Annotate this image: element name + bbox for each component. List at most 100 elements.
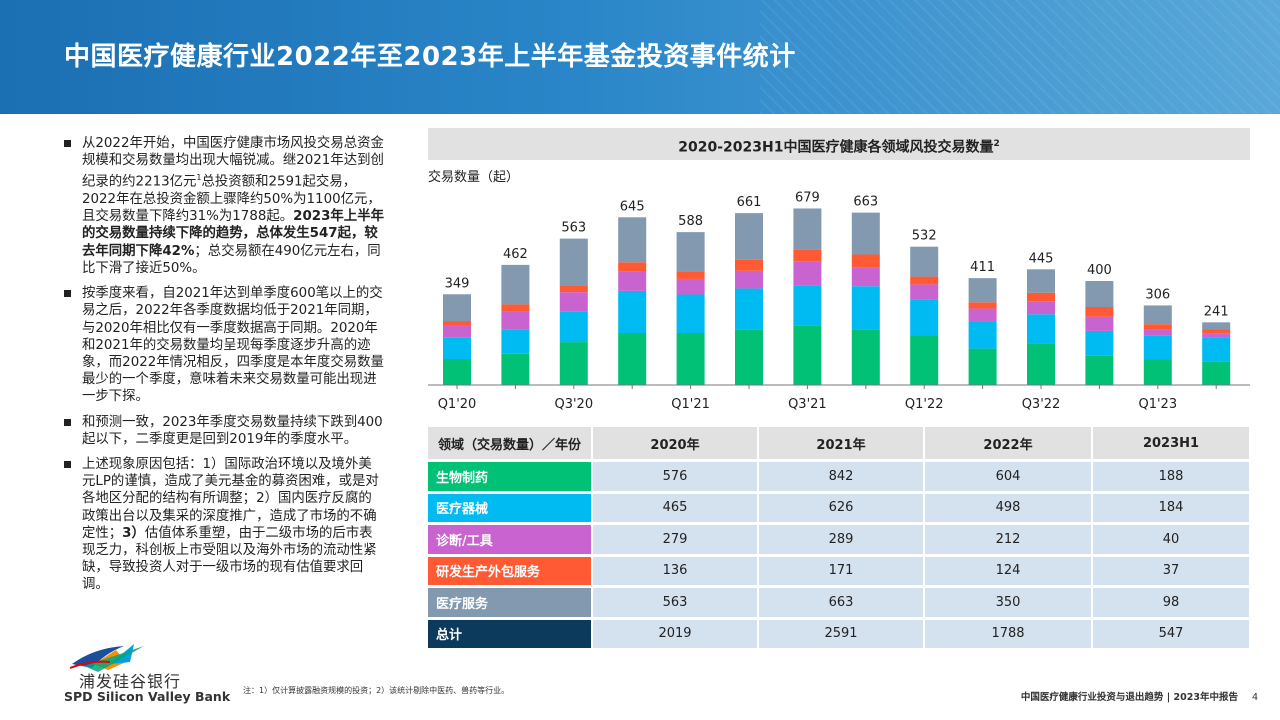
chart-title-text: 2020-2023H1中国医疗健康各领域风投交易数量 [678, 139, 994, 156]
bar-segment [735, 329, 763, 385]
table-row: 生物制药 576 842 604 188 [428, 460, 1251, 494]
bullet-item: 按季度来看，自2021年达到单季度600笔以上的交易之后，2022年各季度数据均… [62, 285, 384, 405]
bar-segment [676, 271, 705, 279]
bullet-text: 总投资额和2591起交易，2022年在总投资金额上骤降约50%为1100亿元，且… [82, 174, 381, 225]
bar-segment [501, 264, 530, 305]
bar-segment [559, 342, 588, 385]
table-cell: 40 [1092, 523, 1251, 557]
table-cell: 465 [592, 492, 759, 525]
bar-segment [443, 294, 471, 322]
bullet-marker [64, 460, 71, 468]
bar-segment [851, 267, 880, 287]
bullet-list: 从2022年开始，中国医疗健康市场风投交易总资金规模和交易数量均出现大幅锐减。继… [62, 135, 384, 602]
table-cell: 184 [1092, 492, 1251, 525]
bar-segment [968, 278, 997, 303]
bar-segment [1202, 361, 1231, 385]
header-texture [760, 0, 1280, 114]
total-label: 645 [620, 199, 645, 214]
bar-segment [735, 270, 763, 289]
table-row: 研发生产外包服务 136 171 124 37 [428, 555, 1251, 588]
total-label: 679 [795, 190, 820, 205]
bullet-text-bold: 2023年上半年的交易数量持续下降的趋势，总体发生547起，较去年同期下降42% [82, 209, 384, 259]
bar-segment [559, 238, 588, 286]
bar-segment [793, 325, 822, 385]
bar-segment [1202, 337, 1231, 362]
bar-segment [443, 359, 471, 385]
data-table: 领域（交易数量）／年份 2020年 2021年 2022年 2023H1 生物制药 576… [428, 427, 1251, 651]
table-cell: 498 [924, 492, 1093, 525]
x-tick-label: Q1'20 [438, 397, 477, 412]
total-label: 411 [970, 260, 995, 275]
bar-segment [1143, 359, 1172, 385]
page-title: 中国医疗健康行业2022年至2023年上半年基金投资事件统计 [64, 42, 796, 72]
bar-segment [1085, 281, 1114, 307]
bar-segment [1143, 329, 1172, 336]
bar-segment [618, 262, 647, 272]
table-cell: 171 [758, 555, 925, 588]
bar-segment [501, 311, 530, 330]
total-label: 563 [561, 221, 586, 236]
total-label: 663 [853, 195, 878, 210]
bar-segment [910, 335, 939, 385]
chart-title: 2020-2023H1中国医疗健康各领域风投交易数量2 [428, 128, 1250, 160]
bar-segment [676, 294, 705, 333]
bar-segment [1143, 324, 1172, 330]
bar-segment [1027, 292, 1055, 302]
total-label: 400 [1087, 263, 1112, 278]
table-cell: 279 [592, 523, 759, 557]
footer: 中国医疗健康行业投资与退出趋势 | 2023年中报告 4 [1021, 689, 1258, 703]
bullet-text-bold: 3） [122, 525, 145, 541]
bullet-text: 上述现象原因包括：1）国际政治环境以及境外美元LP的谨慎，造成了美元基金的募资困… [82, 456, 379, 541]
bar-segment [559, 292, 588, 312]
table-cell: 188 [1092, 460, 1251, 494]
bar-segment [793, 249, 822, 262]
bullet-text: 按季度来看，自2021年达到单季度600笔以上的交易之后，2022年各季度数据均… [82, 286, 384, 405]
bar-segment [793, 285, 822, 326]
x-tick-label: Q3'21 [788, 397, 827, 412]
bar-segment [851, 286, 880, 330]
table-row: 医疗器械 465 626 498 184 [428, 492, 1251, 525]
table-cell: 576 [592, 460, 759, 494]
bullet-marker [64, 290, 71, 298]
table-row-label: 总计 [428, 618, 593, 651]
bar-segment [501, 353, 530, 385]
total-label: 241 [1204, 304, 1229, 319]
x-tick-label: Q3'22 [1022, 397, 1061, 412]
table-cell: 37 [1092, 555, 1251, 588]
bar-segment [1027, 269, 1055, 293]
table-cell: 350 [924, 586, 1093, 620]
bullet-item: 上述现象原因包括：1）国际政治环境以及境外美元LP的谨慎，造成了美元基金的募资困… [62, 456, 384, 594]
table-cell: 663 [758, 586, 925, 620]
bullet-text: 估值体系重塑，由于二级市场的后市表现乏力，科创板上市受阻以及海外市场的流动性紧缺… [82, 525, 377, 593]
bullet-marker [64, 140, 71, 147]
bar-segment [1143, 305, 1172, 325]
bar-segment [676, 232, 705, 272]
total-label: 532 [912, 229, 937, 244]
bar-segment [443, 337, 471, 359]
x-tick-label: Q1'21 [671, 397, 710, 412]
bar-segment [1085, 330, 1114, 356]
table-cell: 98 [1092, 586, 1251, 620]
bar-segment [676, 278, 705, 295]
bar-segment [1202, 329, 1231, 334]
bullet-text: 从2022年开始，中国医疗健康市场风投交易总资金规模和交易数量均出现大幅锐减。继… [82, 136, 384, 190]
bar-segment [735, 288, 763, 330]
bar-segment [851, 254, 880, 268]
header-banner: 中国医疗健康行业2022年至2023年上半年基金投资事件统计 [0, 0, 1280, 114]
table-header-cell: 2021年 [758, 427, 925, 462]
total-label: 306 [1145, 287, 1170, 302]
bar-segment [1027, 314, 1055, 344]
bar-segment [501, 304, 530, 312]
bar-segment [1085, 307, 1114, 317]
bar-segment [793, 261, 822, 286]
bar-segment [1085, 355, 1114, 385]
bar-segment [910, 299, 939, 336]
bar-segment [501, 329, 530, 354]
table-header-cell: 2020年 [592, 427, 759, 462]
table-header-cell: 2023H1 [1092, 427, 1251, 462]
bullet-marker [64, 418, 71, 426]
bar-segment [1202, 333, 1231, 338]
bar-segment [968, 348, 997, 385]
bar-segment [1202, 322, 1231, 330]
spd-svb-logo [69, 644, 144, 672]
